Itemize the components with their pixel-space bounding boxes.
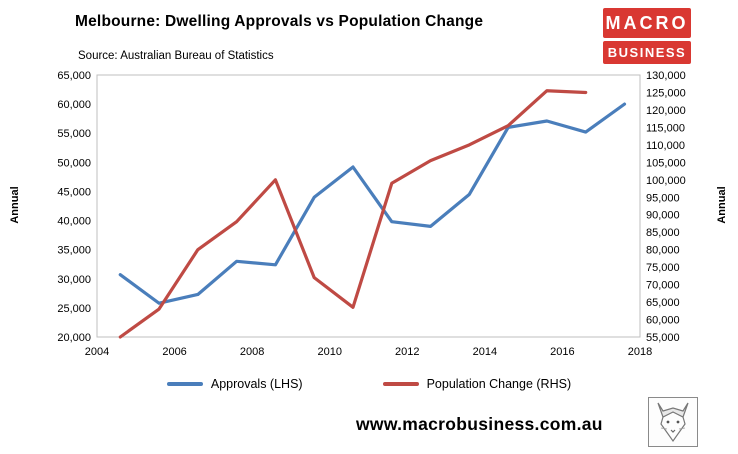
- legend-label-population-change: Population Change (RHS): [426, 377, 572, 391]
- legend-item-population-change: Population Change (RHS): [382, 377, 572, 391]
- macrobusiness-logo: MACRO BUSINESS: [603, 8, 691, 64]
- x-axis-tick-label: 2008: [240, 346, 264, 358]
- right-axis-tick-label: 115,000: [646, 122, 685, 134]
- right-axis-tick-label: 100,000: [646, 175, 686, 187]
- right-axis-tick-label: 90,000: [646, 210, 680, 222]
- logo-text-business: BUSINESS: [603, 41, 691, 64]
- right-axis-tick-label: 105,000: [646, 157, 686, 169]
- left-axis-tick-label: 55,000: [57, 128, 91, 140]
- left-axis-tick-label: 65,000: [57, 70, 91, 82]
- logo-text-macro: MACRO: [603, 8, 691, 38]
- right-axis-tick-label: 60,000: [646, 315, 680, 327]
- plot-area: [96, 74, 641, 338]
- x-axis-tick-label: 2004: [85, 346, 109, 358]
- x-axis-tick-label: 2012: [395, 346, 419, 358]
- right-axis-tick-label: 85,000: [646, 227, 680, 239]
- right-axis-tick-label: 125,000: [646, 87, 686, 99]
- right-axis-tick-label: 130,000: [646, 70, 686, 82]
- left-axis-tick-label: 35,000: [57, 245, 91, 257]
- wolf-logo: [648, 397, 698, 447]
- chart-title: Melbourne: Dwelling Approvals vs Populat…: [75, 13, 484, 30]
- left-axis-tick-label: 50,000: [57, 157, 91, 169]
- right-axis-tick-label: 65,000: [646, 297, 680, 309]
- right-axis-tick-label: 80,000: [646, 245, 680, 257]
- x-axis-tick-label: 2018: [628, 346, 652, 358]
- approvals-line-swatch: [166, 382, 203, 386]
- series-line-population-change: [118, 89, 588, 339]
- left-axis-tick-label: 25,000: [57, 303, 91, 315]
- right-axis-tick-label: 55,000: [646, 332, 680, 344]
- series-line-approvals: [118, 102, 627, 305]
- legend-item-approvals: Approvals (LHS): [166, 377, 303, 391]
- left-axis-tick-label: 45,000: [57, 186, 91, 198]
- left-axis-tick-label: 40,000: [57, 216, 91, 228]
- right-axis-tick-label: 75,000: [646, 262, 680, 274]
- x-axis-tick-label: 2006: [162, 346, 186, 358]
- x-axis-tick-label: 2014: [473, 346, 497, 358]
- wolf-icon: [657, 402, 689, 443]
- x-axis-tick-label: 2010: [317, 346, 341, 358]
- population-change-line-swatch: [382, 382, 419, 386]
- website-url: www.macrobusiness.com.au: [356, 414, 603, 434]
- right-axis-tick-label: 120,000: [646, 105, 686, 117]
- chart-source: Source: Australian Bureau of Statistics: [78, 50, 274, 62]
- left-axis-tick-label: 30,000: [57, 274, 91, 286]
- legend-label-approvals: Approvals (LHS): [210, 377, 303, 391]
- x-axis-tick-label: 2016: [550, 346, 574, 358]
- right-axis-tick-label: 110,000: [646, 140, 685, 152]
- right-axis-tick-label: 70,000: [646, 280, 680, 292]
- right-axis-tick-label: 95,000: [646, 192, 680, 204]
- left-axis-tick-label: 60,000: [57, 99, 91, 111]
- line-chart: 20,000 25,000 30,000 35,000 40,000 45,000 50,0…: [57, 70, 686, 358]
- left-axis-tick-label: 20,000: [57, 332, 91, 344]
- chart-legend: Approvals (LHS) Population Change (RHS): [0, 377, 738, 391]
